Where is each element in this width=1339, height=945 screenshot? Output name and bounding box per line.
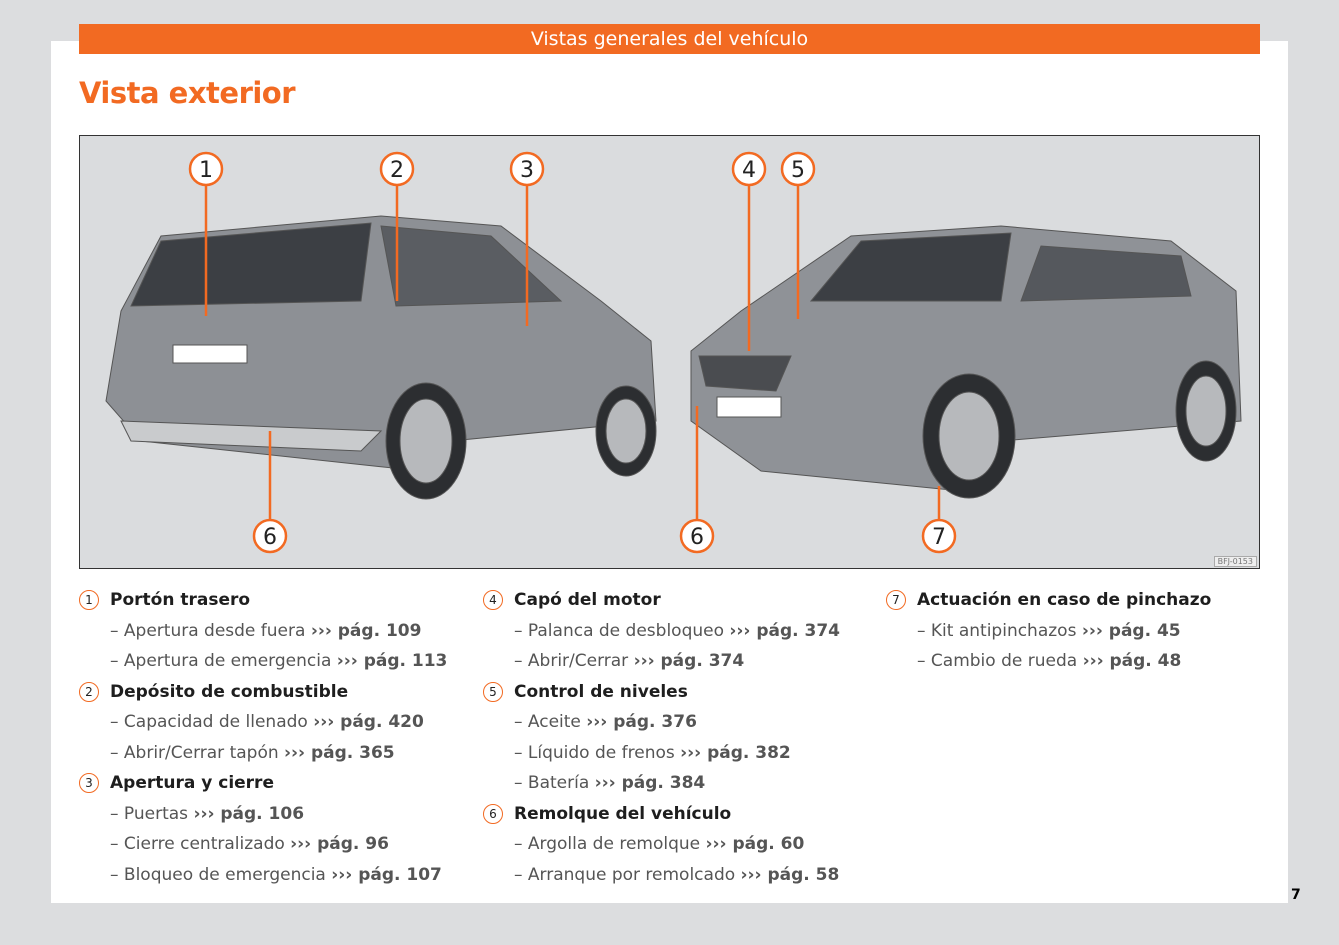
callout-2: 2	[379, 151, 415, 187]
legend-item-text: – Líquido de frenos	[514, 742, 675, 763]
page-reference-link[interactable]: ››› pág. 45	[1081, 620, 1181, 641]
legend-item: – Batería ››› pág. 384	[483, 768, 873, 799]
legend-item-text: – Palanca de desbloqueo	[514, 620, 724, 641]
legend-item-text: – Abrir/Cerrar tapón	[110, 742, 279, 763]
callout-3: 3	[509, 151, 545, 187]
legend-item-text: – Cierre centralizado	[110, 834, 285, 854]
legend-item-text: – Puertas	[110, 803, 189, 824]
legend-item-text: – Kit antipinchazos	[917, 620, 1077, 641]
legend-item-text: – Aceite	[514, 712, 581, 732]
callout-number-icon: 4	[483, 590, 503, 610]
legend-heading: 7 Actuación en caso de pinchazo	[886, 585, 1276, 616]
vehicle-exterior-figure: 1 2 3 4 5 6 6 7 BFJ-0153	[79, 135, 1260, 569]
page-reference-link[interactable]: ››› pág. 382	[680, 742, 791, 763]
page-number: 7	[1291, 887, 1301, 903]
legend-item: – Cierre centralizado ››› pág. 96	[79, 829, 469, 860]
legend-heading-text: Capó del motor	[514, 590, 661, 610]
legend-item: – Apertura de emergencia ››› pág. 113	[79, 646, 469, 677]
svg-text:1: 1	[199, 158, 213, 183]
callout-number-icon: 6	[483, 803, 503, 824]
legend-heading-text: Control de niveles	[514, 681, 688, 702]
legend-item: – Aceite ››› pág. 376	[483, 707, 873, 738]
legend-item: – Capacidad de llenado ››› pág. 420	[79, 707, 469, 738]
page-reference-link[interactable]: ››› pág. 106	[193, 803, 305, 824]
legend-column-3: 7 Actuación en caso de pinchazo – Kit anti…	[886, 585, 1276, 677]
page-reference-link[interactable]: ››› pág. 60	[705, 834, 805, 854]
page-reference-link[interactable]: ››› pág. 420	[313, 712, 424, 732]
legend-heading: 6 Remolque del vehículo	[483, 799, 873, 830]
legend-column-1: 1 Portón trasero – Apertura desde fuera ››…	[79, 585, 469, 890]
callout-leaders	[204, 186, 941, 519]
callout-number-icon: 7	[886, 590, 906, 610]
svg-text:2: 2	[390, 158, 404, 183]
legend-item: – Palanca de desbloqueo ››› pág. 374	[483, 616, 873, 647]
legend-item: – Kit antipinchazos ››› pág. 45	[886, 616, 1276, 647]
callout-1: 1	[188, 151, 224, 187]
legend-item-text: – Apertura de emergencia	[110, 651, 332, 671]
page-reference-link[interactable]: ››› pág. 58	[740, 864, 840, 885]
legend-item: – Cambio de rueda ››› pág. 48	[886, 646, 1276, 677]
page-title: Vista exterior	[79, 76, 296, 110]
legend-heading-text: Remolque del vehículo	[514, 803, 732, 824]
legend-item-text: – Capacidad de llenado	[110, 712, 308, 732]
page-reference-link[interactable]: ››› pág. 113	[336, 651, 448, 671]
legend-item-text: – Batería	[514, 773, 590, 793]
callout-5: 5	[780, 151, 816, 187]
legend-column-2: 4 Capó del motor – Palanca de desbloqueo ›…	[483, 585, 873, 890]
legend-heading-text: Actuación en caso de pinchazo	[917, 590, 1212, 610]
page-reference-link[interactable]: ››› pág. 384	[594, 773, 706, 793]
page-reference-link[interactable]: ››› pág. 374	[633, 651, 745, 671]
rear-car-illustration	[105, 215, 657, 500]
callout-7: 7	[921, 518, 957, 554]
callout-number-icon: 5	[483, 681, 503, 702]
callout-6-front: 6	[679, 518, 715, 554]
legend-item: – Bloqueo de emergencia ››› pág. 107	[79, 860, 469, 891]
svg-text:6: 6	[690, 525, 704, 550]
legend-item: – Argolla de remolque ››› pág. 60	[483, 829, 873, 860]
legend-heading: 2 Depósito de combustible	[79, 677, 469, 708]
svg-text:3: 3	[520, 158, 534, 183]
callout-number-icon: 2	[79, 681, 99, 702]
legend-item-text: – Apertura desde fuera	[110, 620, 306, 641]
legend-item: – Puertas ››› pág. 106	[79, 799, 469, 830]
legend-heading-text: Apertura y cierre	[110, 773, 274, 793]
page-reference-link[interactable]: ››› pág. 376	[586, 712, 697, 732]
legend-item: – Arranque por remolcado ››› pág. 58	[483, 860, 873, 891]
legend-item-text: – Argolla de remolque	[514, 834, 701, 854]
callout-number-icon: 1	[79, 590, 99, 610]
legend-item: – Líquido de frenos ››› pág. 382	[483, 738, 873, 769]
section-header: Vistas generales del vehículo	[79, 24, 1260, 54]
svg-text:7: 7	[932, 525, 946, 550]
legend-item-text: – Cambio de rueda	[917, 651, 1078, 671]
legend-item-text: – Abrir/Cerrar	[514, 651, 629, 671]
callout-6-rear: 6	[252, 518, 288, 554]
page-reference-link[interactable]: ››› pág. 96	[290, 834, 389, 854]
page-reference-link[interactable]: ››› pág. 107	[331, 864, 442, 885]
legend-heading-text: Portón trasero	[110, 590, 251, 610]
page-reference-link[interactable]: ››› pág. 48	[1082, 651, 1182, 671]
legend-item-text: – Arranque por remolcado	[514, 864, 736, 885]
page-reference-link[interactable]: ››› pág. 374	[729, 620, 841, 641]
legend-heading: 1 Portón trasero	[79, 585, 469, 616]
legend-item: – Abrir/Cerrar tapón ››› pág. 365	[79, 738, 469, 769]
callout-4: 4	[731, 151, 767, 187]
vehicle-illustration: 1 2 3 4 5 6 6 7	[105, 151, 1242, 554]
legend-item: – Apertura desde fuera ››› pág. 109	[79, 616, 469, 647]
legend-heading: 5 Control de niveles	[483, 677, 873, 708]
legend-heading: 3 Apertura y cierre	[79, 768, 469, 799]
legend-heading-text: Depósito de combustible	[110, 681, 349, 702]
svg-text:5: 5	[791, 158, 805, 183]
front-car-illustration	[690, 225, 1242, 499]
svg-text:6: 6	[263, 525, 277, 550]
figure-code: BFJ-0153	[1213, 556, 1257, 567]
svg-text:4: 4	[742, 158, 756, 183]
legend-item-text: – Bloqueo de emergencia	[110, 864, 326, 885]
page-reference-link[interactable]: ››› pág. 365	[284, 742, 395, 763]
callout-number-icon: 3	[79, 773, 99, 793]
page-reference-link[interactable]: ››› pág. 109	[310, 620, 422, 641]
legend-heading: 4 Capó del motor	[483, 585, 873, 616]
legend-item: – Abrir/Cerrar ››› pág. 374	[483, 646, 873, 677]
